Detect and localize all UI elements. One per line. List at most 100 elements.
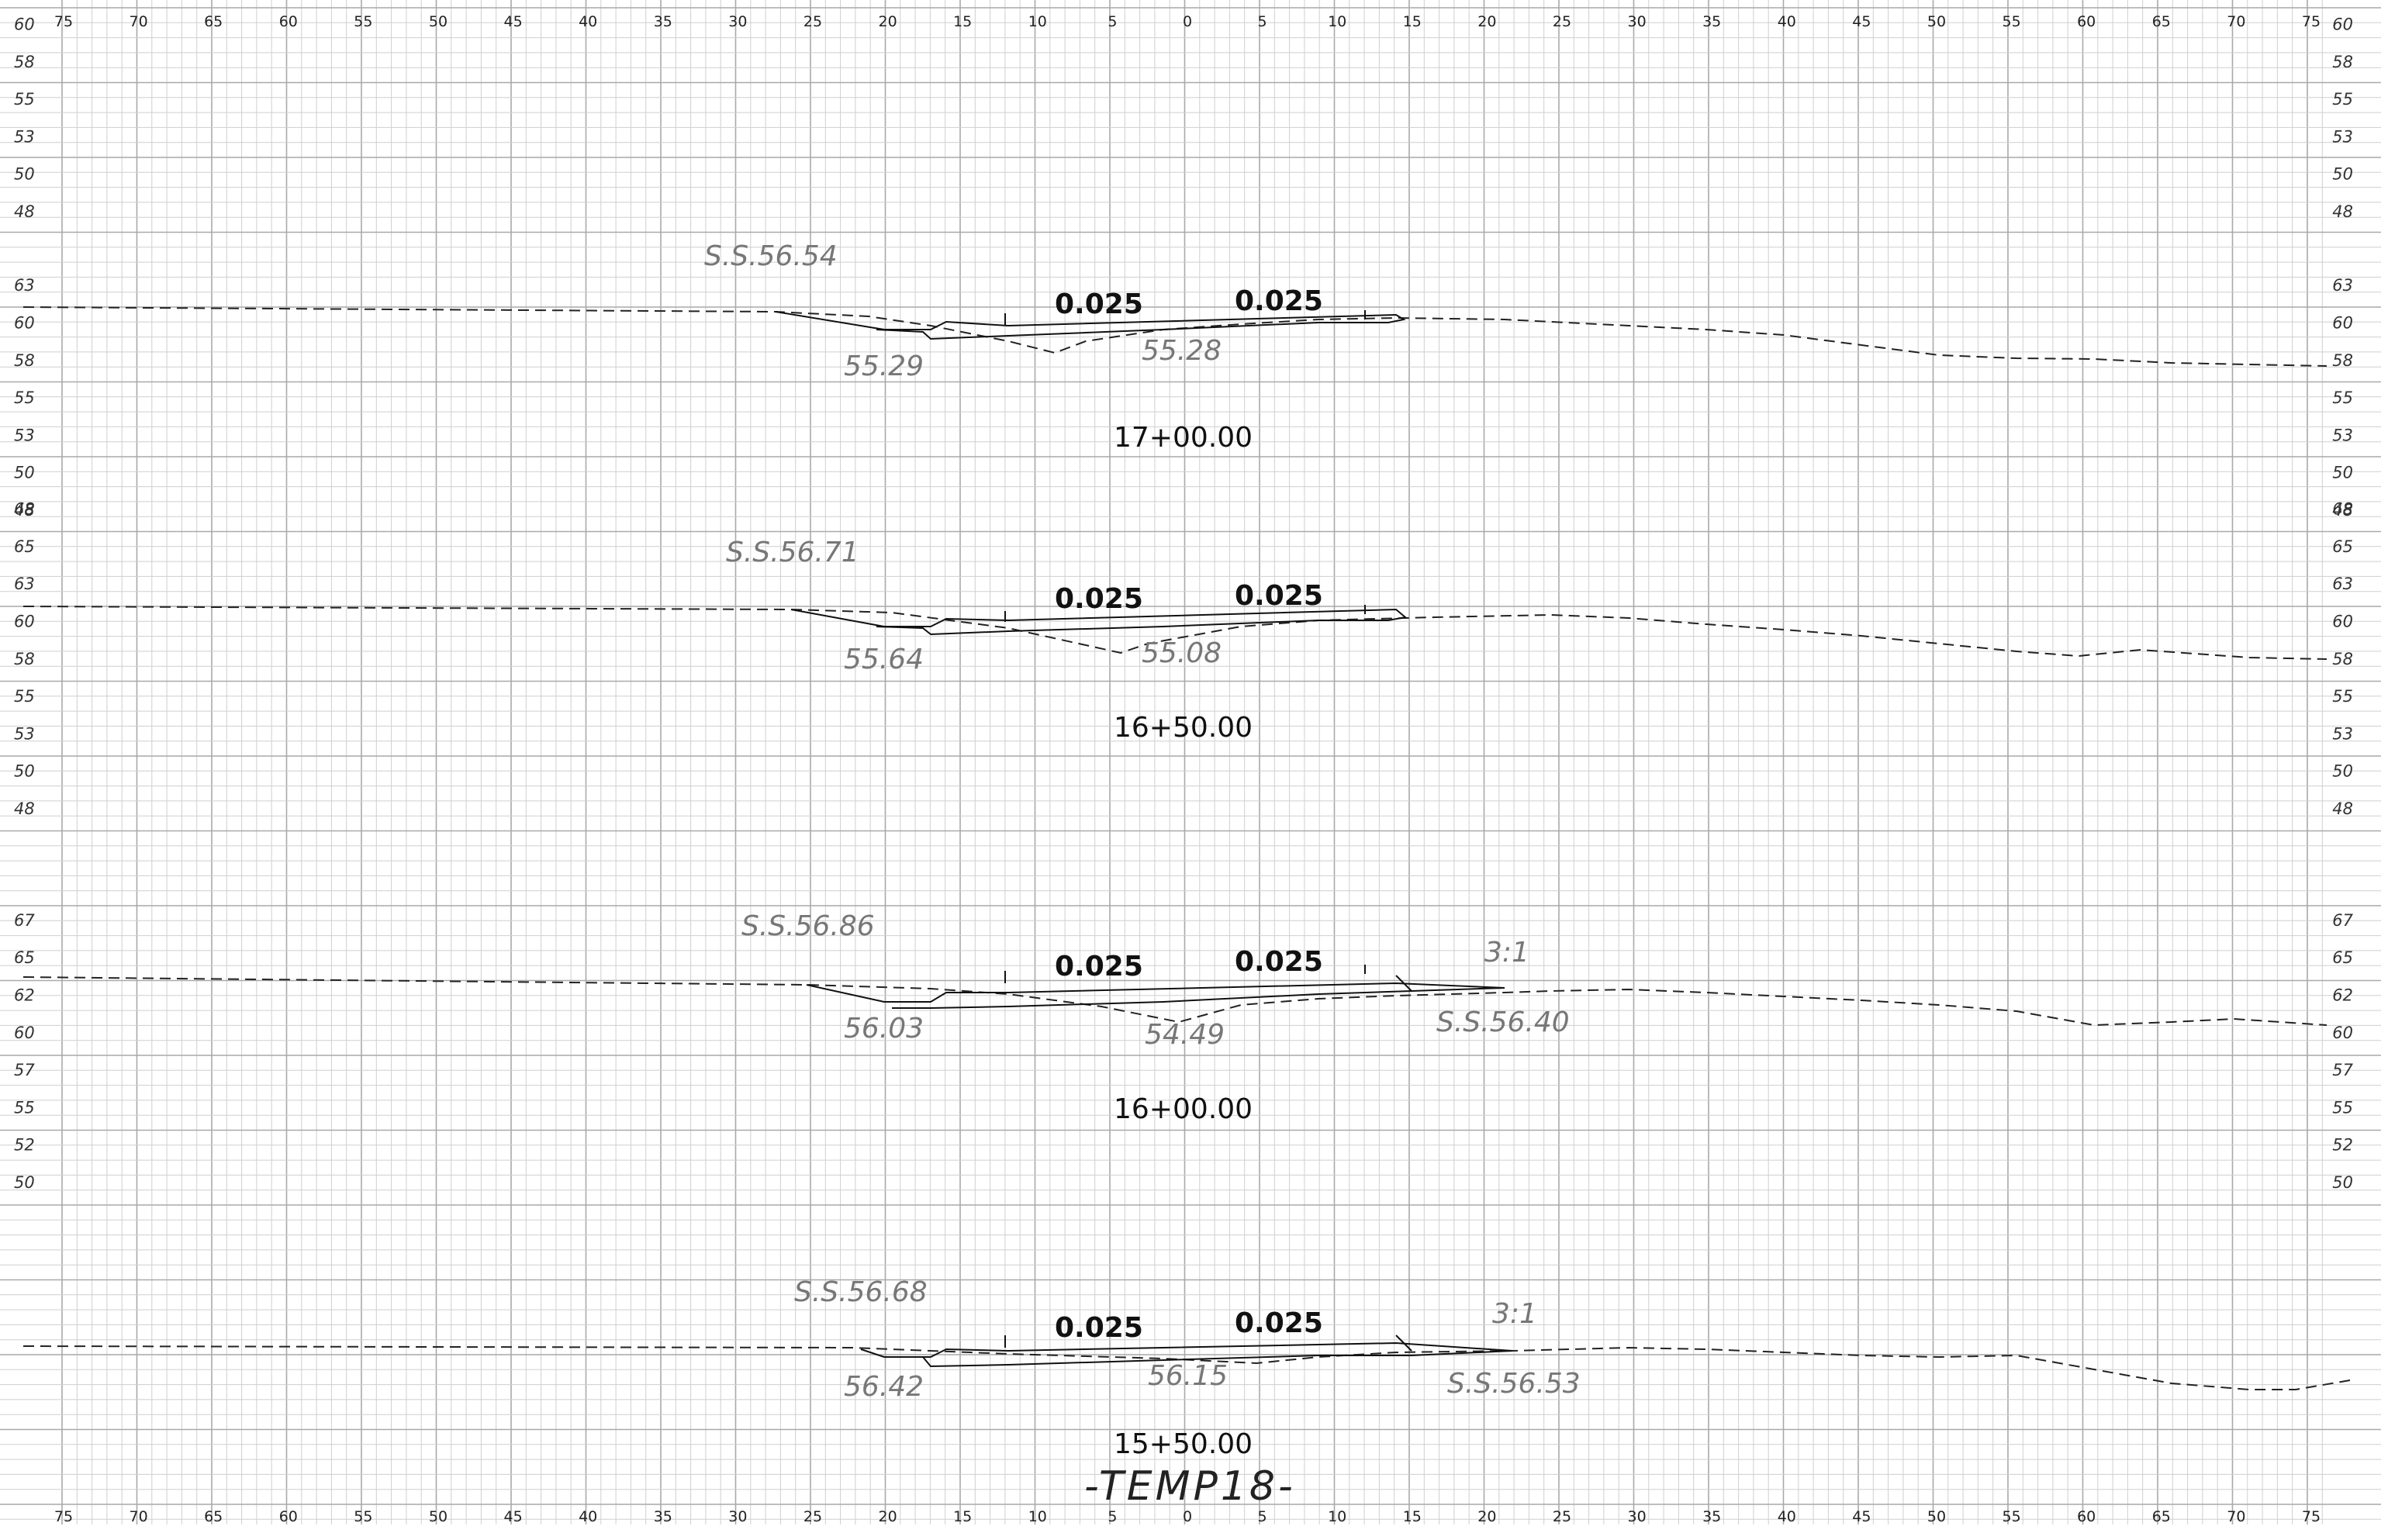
cross-slope-label-left: 0.025 <box>1055 1312 1143 1344</box>
offset-tick-label: 45 <box>1852 13 1871 30</box>
offset-tick-label: 60 <box>2077 13 2096 30</box>
cross-section-15-50: 67 65 62 60 57 55 52 50 67 65 62 60 57 55 52 50 S.S.56… <box>14 911 2354 1460</box>
existing-ground-line <box>22 306 2327 367</box>
ditch-elevation-center: 54.49 <box>1145 1019 1225 1051</box>
offset-tick-label: 75 <box>54 1508 73 1525</box>
offset-tick-label: 60 <box>279 13 298 30</box>
elevation-tick-label: 68 <box>2332 500 2353 519</box>
elevation-scale-left: 68 65 63 60 58 55 53 50 48 <box>14 500 35 818</box>
offset-tick-label: 65 <box>204 1508 223 1525</box>
side-slope-label-left: S.S.56.86 <box>741 910 875 942</box>
elevation-tick-label: 50 <box>14 464 35 482</box>
elevation-tick-label: 62 <box>14 986 35 1005</box>
elevation-tick-label: 52 <box>14 1136 35 1155</box>
elevation-tick-label: 50 <box>2332 464 2353 482</box>
offset-scale-bottom: 75 70 65 60 55 50 45 40 35 30 25 20 15 10 5 0 5 10 15 20 25 3… <box>54 1508 2321 1525</box>
side-slope-label-left: S.S.56.71 <box>726 537 859 568</box>
cross-slope-label-right: 0.025 <box>1235 1307 1323 1339</box>
proposed-roadway-template <box>860 1341 1513 1368</box>
offset-tick-label: 25 <box>1553 1508 1571 1525</box>
elevation-tick-label: 65 <box>2332 537 2353 556</box>
offset-tick-label: 55 <box>354 1508 372 1525</box>
offset-tick-label: 55 <box>2003 1508 2021 1525</box>
elevation-tick-label: 48 <box>2332 501 2353 520</box>
offset-tick-label: 15 <box>1403 13 1422 30</box>
station-label: 15+50.00 <box>1114 1428 1253 1460</box>
offset-tick-label: 50 <box>1927 1508 1946 1525</box>
ditch-elevation-left: 55.64 <box>844 644 924 675</box>
offset-tick-label: 40 <box>1778 13 1796 30</box>
elevation-tick-label: 48 <box>2332 202 2353 221</box>
elevation-tick-label: 50 <box>2332 1173 2353 1192</box>
offset-tick-label: 70 <box>2227 1508 2245 1525</box>
elevation-tick-label: 50 <box>2332 762 2353 781</box>
offset-tick-label: 60 <box>279 1508 298 1525</box>
elevation-tick-label: 63 <box>14 276 35 295</box>
elevation-tick-label: 60 <box>2332 16 2353 34</box>
offset-tick-label: 70 <box>130 1508 148 1525</box>
offset-tick-label: 20 <box>879 1508 897 1525</box>
offset-tick-label: 20 <box>879 13 897 30</box>
cross-slope-label-right: 0.025 <box>1235 580 1323 612</box>
ditch-elevation-left: 56.42 <box>844 1371 924 1403</box>
elevation-tick-label: 65 <box>14 537 35 556</box>
elevation-tick-label: 65 <box>14 948 35 967</box>
elevation-tick-label: 60 <box>2332 314 2353 333</box>
offset-tick-label: 0 <box>1183 13 1192 30</box>
cross-slope-label-right: 0.025 <box>1235 946 1323 978</box>
elevation-tick-label: 58 <box>2332 53 2353 71</box>
sheet-title: -TEMP18- <box>1084 1463 1296 1510</box>
offset-tick-label: 30 <box>728 13 747 30</box>
elevation-tick-label: 63 <box>2332 276 2353 295</box>
elevation-tick-label: 53 <box>14 127 35 146</box>
elevation-tick-label: 55 <box>2332 90 2353 109</box>
cross-slope-label-right: 0.025 <box>1235 285 1323 317</box>
offset-tick-label: 75 <box>2302 13 2321 30</box>
elevation-tick-label: 58 <box>14 53 35 71</box>
side-slope-label-left: S.S.56.68 <box>794 1276 928 1308</box>
ditch-elevation-center: 56.15 <box>1148 1360 1228 1392</box>
offset-tick-label: 55 <box>2003 13 2021 30</box>
elevation-tick-label: 58 <box>2332 351 2353 370</box>
offset-tick-label: 10 <box>1028 13 1047 30</box>
offset-tick-label: 5 <box>1258 1508 1267 1525</box>
elevation-tick-label: 48 <box>14 202 35 221</box>
elevation-tick-label: 67 <box>14 911 35 930</box>
offset-tick-label: 15 <box>1403 1508 1422 1525</box>
elevation-tick-label: 53 <box>2332 127 2353 146</box>
elevation-tick-label: 57 <box>14 1061 35 1079</box>
offset-tick-label: 10 <box>1328 13 1346 30</box>
elevation-tick-label: 55 <box>2332 1098 2353 1117</box>
elevation-tick-label: 55 <box>2332 687 2353 706</box>
offset-tick-label: 30 <box>1628 13 1647 30</box>
elevation-tick-label: 48 <box>14 501 35 520</box>
elevation-tick-label: 53 <box>2332 724 2353 743</box>
offset-tick-label: 0 <box>1183 1508 1192 1525</box>
elevation-tick-label: 60 <box>14 1024 35 1042</box>
elevation-tick-label: 60 <box>14 16 35 34</box>
offset-tick-label: 50 <box>429 1508 448 1525</box>
offset-tick-label: 30 <box>728 1508 747 1525</box>
cross-slope-label-left: 0.025 <box>1055 951 1143 982</box>
elevation-tick-label: 67 <box>2332 911 2353 930</box>
elevation-tick-label: 68 <box>14 500 35 519</box>
offset-tick-label: 20 <box>1477 1508 1496 1525</box>
offset-tick-label: 25 <box>803 13 822 30</box>
side-slope-label-left: S.S.56.54 <box>704 240 838 272</box>
elevation-tick-label: 60 <box>14 613 35 631</box>
elevation-tick-label: 53 <box>2332 426 2353 444</box>
offset-tick-label: 40 <box>1778 1508 1796 1525</box>
elevation-tick-label: 55 <box>14 90 35 109</box>
offset-tick-label: 35 <box>1702 1508 1721 1525</box>
offset-tick-label: 65 <box>2152 1508 2171 1525</box>
station-label: 16+50.00 <box>1114 712 1253 744</box>
proposed-roadway-template <box>806 982 1505 1009</box>
elevation-tick-label: 53 <box>14 426 35 444</box>
elevation-tick-label: 58 <box>2332 650 2353 668</box>
